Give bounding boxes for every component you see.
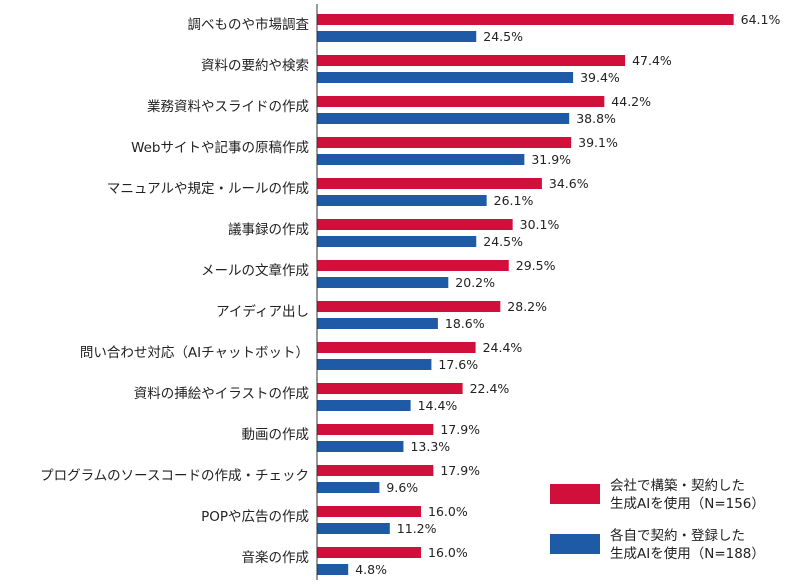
legend-label: 各自で契約・登録した (610, 528, 745, 544)
data-label: 24.4% (483, 340, 523, 355)
bar-individual-series (317, 359, 432, 370)
bar-company-series (317, 55, 626, 66)
data-label: 24.5% (483, 29, 523, 44)
bar-company-series (317, 424, 434, 435)
bar-company-series (317, 137, 572, 148)
category-label: 問い合わせ対応（AIチャットボット） (80, 345, 309, 361)
data-label: 9.6% (386, 480, 418, 495)
bar-individual-series (317, 523, 390, 534)
bar-company-series (317, 96, 605, 107)
category-label: メールの文章作成 (201, 262, 309, 279)
category-label: 議事録の作成 (228, 221, 309, 238)
category-label: プログラムのソースコードの作成・チェック (40, 468, 309, 484)
category-label: 調べものや市場調査 (188, 16, 310, 33)
data-label: 13.3% (410, 439, 450, 454)
data-label: 28.2% (507, 299, 547, 314)
data-label: 47.4% (632, 53, 672, 68)
data-label: 20.2% (455, 275, 495, 290)
bar-individual-series (317, 154, 525, 165)
bar-company-series (317, 14, 734, 25)
category-label: 音楽の作成 (242, 549, 310, 566)
bar-individual-series (317, 564, 349, 575)
bar-individual-series (317, 400, 411, 411)
bar-company-series (317, 342, 476, 353)
data-label: 26.1% (494, 193, 534, 208)
bar-company-series (317, 219, 513, 230)
data-label: 11.2% (397, 521, 437, 536)
category-label: アイディア出し (216, 303, 309, 320)
legend-swatch-individual (550, 534, 600, 554)
bar-company-series (317, 465, 434, 476)
data-label: 34.6% (549, 176, 589, 191)
data-label: 38.8% (576, 111, 616, 126)
category-label: 資料の挿絵やイラストの作成 (134, 386, 309, 402)
data-label: 39.4% (580, 70, 620, 85)
category-label: POPや広告の作成 (201, 509, 309, 525)
category-label: 業務資料やスライドの作成 (147, 99, 309, 115)
bar-company-series (317, 547, 421, 558)
bar-individual-series (317, 441, 404, 452)
legend-label: 生成AIを使用（N=156） (610, 495, 765, 512)
data-label: 30.1% (520, 217, 560, 232)
data-label: 39.1% (578, 135, 618, 150)
bars: 64.1% 24.5% 47.4% 39.4% 44.2% 38.8% 39.1% 31.9%… (317, 12, 780, 577)
data-label: 22.4% (470, 381, 510, 396)
category-label: 資料の要約や検索 (201, 58, 309, 74)
data-label: 17.9% (440, 422, 480, 437)
legend-swatch-company (550, 484, 600, 504)
category-label: 動画の作成 (242, 427, 310, 443)
data-label: 16.0% (428, 504, 468, 519)
bar-company-series (317, 178, 542, 189)
bar-individual-series (317, 31, 477, 42)
bar-company-series (317, 260, 509, 271)
data-label: 17.6% (438, 357, 478, 372)
category-label: Webサイトや記事の原稿作成 (131, 139, 309, 156)
bar-individual-series (317, 236, 477, 247)
bar-individual-series (317, 277, 449, 288)
legend-label: 会社で構築・契約した (610, 478, 745, 494)
bar-individual-series (317, 318, 438, 329)
category-label: マニュアルや規定・ルールの作成 (107, 181, 309, 197)
bar-individual-series (317, 113, 570, 124)
data-label: 17.9% (440, 463, 480, 478)
data-label: 31.9% (531, 152, 571, 167)
bar-individual-series (317, 195, 487, 206)
data-label: 18.6% (445, 316, 485, 331)
data-label: 14.4% (418, 398, 458, 413)
bar-company-series (317, 301, 501, 312)
bar-company-series (317, 506, 421, 517)
data-label: 24.5% (483, 234, 523, 249)
data-label: 4.8% (355, 562, 387, 577)
data-label: 44.2% (611, 94, 651, 109)
data-label: 16.0% (428, 545, 468, 560)
bar-company-series (317, 383, 463, 394)
legend-label: 生成AIを使用（N=188） (610, 545, 765, 562)
data-label: 29.5% (516, 258, 556, 273)
bar-individual-series (317, 482, 380, 493)
bar-individual-series (317, 72, 574, 83)
data-label: 64.1% (741, 12, 781, 27)
